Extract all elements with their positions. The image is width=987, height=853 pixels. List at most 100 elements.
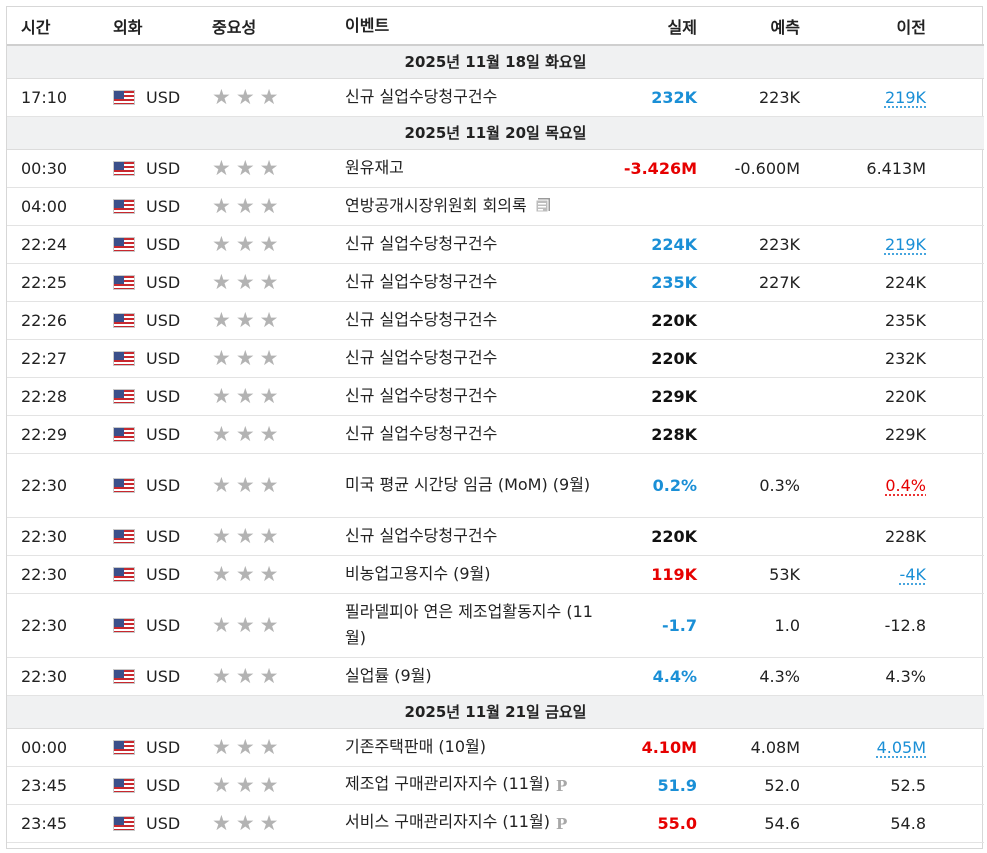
table-row[interactable]: 23:45 USD ★ ★ ★ 서비스 구매관리자지수 (11월) P 55.0 54… bbox=[7, 804, 984, 843]
event-name-text[interactable]: 신규 실업수당청구건수 bbox=[345, 234, 498, 253]
previous-value[interactable]: -4K bbox=[800, 555, 926, 594]
event-name[interactable]: 신규 실업수당청구건수 bbox=[345, 263, 609, 302]
star-icon: ★ bbox=[235, 345, 255, 370]
table-row[interactable]: 22:30 USD ★ ★ ★ 필라델피아 연은 제조업활동지수 (11월) -1.… bbox=[7, 593, 984, 658]
event-name-text[interactable]: 필라델피아 연은 제조업활동지수 (11월) bbox=[345, 602, 593, 647]
previous-value: 54.8 bbox=[800, 804, 926, 843]
previous-value bbox=[800, 187, 926, 226]
event-name-text[interactable]: 신규 실업수당청구건수 bbox=[345, 272, 498, 291]
previous-value: 52.5 bbox=[800, 766, 926, 805]
row-spacer bbox=[926, 555, 984, 594]
event-name[interactable]: 신규 실업수당청구건수 bbox=[345, 225, 609, 264]
event-name[interactable]: 신규 실업수당청구건수 bbox=[345, 78, 609, 117]
actual-value: 119K bbox=[609, 555, 699, 594]
event-name-text[interactable]: 원유재고 bbox=[345, 158, 404, 177]
event-name-text[interactable]: 신규 실업수당청구건수 bbox=[345, 386, 498, 405]
table-row[interactable]: 17:10 USD ★ ★ ★ 신규 실업수당청구건수 232K 223K 219K bbox=[7, 78, 984, 117]
event-name[interactable]: 실업률 (9월) bbox=[345, 657, 609, 696]
previous-value[interactable]: 4.05M bbox=[800, 728, 926, 767]
row-spacer bbox=[926, 339, 984, 378]
event-name[interactable]: 신규 실업수당청구건수 bbox=[345, 301, 609, 340]
table-row[interactable]: 22:30 USD ★ ★ ★ 신규 실업수당청구건수 220K 228K bbox=[7, 517, 984, 556]
header-forecast[interactable]: 예측 bbox=[699, 7, 800, 46]
event-name-text[interactable]: 연방공개시장위원회 회의록 bbox=[345, 196, 527, 215]
star-icon: ★ bbox=[259, 561, 279, 586]
previous-revised-link[interactable]: 0.4% bbox=[885, 475, 926, 495]
previous-value[interactable]: 219K bbox=[800, 78, 926, 117]
table-row[interactable]: 22:26 USD ★ ★ ★ 신규 실업수당청구건수 220K 235K bbox=[7, 301, 984, 340]
table-row[interactable]: 22:30 USD ★ ★ ★ 비농업고용지수 (9월) 119K 53K -4K bbox=[7, 555, 984, 594]
currency-cell: USD bbox=[113, 149, 212, 188]
previous-value[interactable]: 219K bbox=[800, 225, 926, 264]
importance-cell: ★ ★ ★ bbox=[212, 766, 345, 805]
table-row[interactable]: 22:25 USD ★ ★ ★ 신규 실업수당청구건수 235K 227K 224K bbox=[7, 263, 984, 302]
event-time: 22:30 bbox=[7, 453, 113, 518]
previous-value[interactable]: 0.4% bbox=[800, 453, 926, 518]
event-name[interactable]: 원유재고 bbox=[345, 149, 609, 188]
event-name[interactable]: 신규 실업수당청구건수 bbox=[345, 415, 609, 454]
currency-cell: USD bbox=[113, 78, 212, 117]
event-name[interactable]: 서비스 구매관리자지수 (11월) P bbox=[345, 804, 609, 843]
table-row[interactable]: 00:30 USD ★ ★ ★ 원유재고 -3.426M -0.600M 6.413… bbox=[7, 149, 984, 188]
document-icon[interactable] bbox=[535, 195, 551, 213]
actual-value: 4.4% bbox=[609, 657, 699, 696]
event-name-text[interactable]: 서비스 구매관리자지수 (11월) bbox=[345, 812, 550, 831]
actual-value: 220K bbox=[609, 301, 699, 340]
previous-value: 235K bbox=[800, 301, 926, 340]
currency-code: USD bbox=[146, 615, 181, 635]
table-row[interactable]: 22:27 USD ★ ★ ★ 신규 실업수당청구건수 220K 232K bbox=[7, 339, 984, 378]
header-row: 시간 외화 중요성 이벤트 실제 예측 이전 bbox=[7, 7, 984, 46]
event-name[interactable]: 필라델피아 연은 제조업활동지수 (11월) bbox=[345, 593, 609, 658]
event-name[interactable]: 신규 실업수당청구건수 bbox=[345, 517, 609, 556]
currency-code: USD bbox=[146, 272, 181, 292]
table-row[interactable]: 22:29 USD ★ ★ ★ 신규 실업수당청구건수 228K 229K bbox=[7, 415, 984, 454]
table-row[interactable]: 04:00 USD ★ ★ ★ 연방공개시장위원회 회의록 bbox=[7, 187, 984, 226]
event-name-text[interactable]: 신규 실업수당청구건수 bbox=[345, 424, 498, 443]
header-previous[interactable]: 이전 bbox=[800, 7, 926, 46]
table-row[interactable]: 22:28 USD ★ ★ ★ 신규 실업수당청구건수 229K 220K bbox=[7, 377, 984, 416]
actual-value bbox=[609, 187, 699, 226]
actual-value: 0.2% bbox=[609, 453, 699, 518]
importance-cell: ★ ★ ★ bbox=[212, 804, 345, 843]
event-name-text[interactable]: 비농업고용지수 (9월) bbox=[345, 564, 491, 583]
event-name-text[interactable]: 신규 실업수당청구건수 bbox=[345, 87, 498, 106]
star-icon: ★ bbox=[212, 663, 231, 688]
previous-revised-link[interactable]: 4.05M bbox=[876, 737, 926, 757]
us-flag-icon bbox=[113, 160, 135, 176]
event-name-text[interactable]: 제조업 구매관리자지수 (11월) bbox=[345, 774, 550, 793]
table-row[interactable]: 23:45 USD ★ ★ ★ 제조업 구매관리자지수 (11월) P 51.9 52… bbox=[7, 766, 984, 805]
row-spacer bbox=[926, 301, 984, 340]
header-importance[interactable]: 중요성 bbox=[212, 7, 345, 46]
header-currency[interactable]: 외화 bbox=[113, 7, 212, 46]
previous-revised-link[interactable]: -4K bbox=[899, 564, 926, 584]
event-name[interactable]: 미국 평균 시간당 임금 (MoM) (9월) bbox=[345, 453, 609, 518]
row-spacer bbox=[926, 517, 984, 556]
event-name-text[interactable]: 신규 실업수당청구건수 bbox=[345, 526, 498, 545]
event-name-text[interactable]: 실업률 (9월) bbox=[345, 666, 432, 685]
event-name[interactable]: 비농업고용지수 (9월) bbox=[345, 555, 609, 594]
event-name[interactable]: 제조업 구매관리자지수 (11월) P bbox=[345, 766, 609, 805]
star-icon: ★ bbox=[235, 231, 255, 256]
currency-code: USD bbox=[146, 666, 181, 686]
currency-code: USD bbox=[146, 196, 181, 216]
event-name-text[interactable]: 미국 평균 시간당 임금 (MoM) (9월) bbox=[345, 475, 591, 494]
star-icon: ★ bbox=[212, 472, 231, 497]
event-name[interactable]: 신규 실업수당청구건수 bbox=[345, 377, 609, 416]
previous-revised-link[interactable]: 219K bbox=[884, 87, 926, 107]
table-row[interactable]: 00:00 USD ★ ★ ★ 기존주택판매 (10월) 4.10M 4.08M 4… bbox=[7, 728, 984, 767]
event-name-text[interactable]: 신규 실업수당청구건수 bbox=[345, 348, 498, 367]
header-event[interactable]: 이벤트 bbox=[345, 7, 609, 46]
event-name-text[interactable]: 기존주택판매 (10월) bbox=[345, 737, 486, 756]
event-name[interactable]: 연방공개시장위원회 회의록 bbox=[345, 187, 609, 226]
table-row[interactable]: 22:24 USD ★ ★ ★ 신규 실업수당청구건수 224K 223K 219K bbox=[7, 225, 984, 264]
event-name[interactable]: 신규 실업수당청구건수 bbox=[345, 339, 609, 378]
event-name-text[interactable]: 신규 실업수당청구건수 bbox=[345, 310, 498, 329]
header-actual[interactable]: 실제 bbox=[609, 7, 699, 46]
table-row[interactable]: 22:30 USD ★ ★ ★ 실업률 (9월) 4.4% 4.3% 4.3% bbox=[7, 657, 984, 696]
event-name[interactable]: 기존주택판매 (10월) bbox=[345, 728, 609, 767]
table-row[interactable]: 22:30 USD ★ ★ ★ 미국 평균 시간당 임금 (MoM) (9월) 0.… bbox=[7, 453, 984, 518]
forecast-value bbox=[699, 187, 800, 226]
previous-revised-link[interactable]: 219K bbox=[884, 234, 926, 254]
star-icon: ★ bbox=[259, 772, 279, 797]
header-time[interactable]: 시간 bbox=[7, 7, 113, 46]
